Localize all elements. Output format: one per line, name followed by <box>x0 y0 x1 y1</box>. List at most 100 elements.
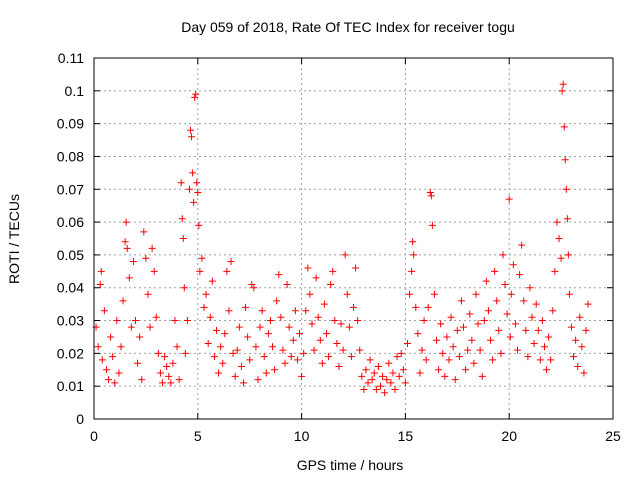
data-point <box>187 126 195 134</box>
data-point <box>437 320 445 328</box>
data-point <box>285 323 293 331</box>
data-point <box>206 313 214 321</box>
data-point <box>453 326 461 334</box>
chart-title: Day 059 of 2018, Rate Of TEC Index for r… <box>181 19 515 35</box>
x-tick-label: 10 <box>294 428 310 444</box>
data-point <box>383 376 391 384</box>
data-point <box>202 290 210 298</box>
data-point <box>169 359 177 367</box>
data-point <box>493 297 501 305</box>
data-point <box>409 238 417 246</box>
data-point <box>127 323 135 331</box>
data-points <box>92 80 592 397</box>
y-tick-label: 0.09 <box>57 116 84 132</box>
data-point <box>105 376 113 384</box>
data-point <box>111 379 119 387</box>
data-point <box>561 156 569 164</box>
data-point <box>401 379 409 387</box>
data-point <box>239 379 247 387</box>
data-point <box>107 333 115 341</box>
data-point <box>503 310 511 318</box>
data-point <box>266 317 274 325</box>
data-point <box>422 356 430 364</box>
data-point <box>227 257 235 265</box>
data-point <box>455 353 463 361</box>
x-tick-label: 15 <box>398 428 414 444</box>
data-point <box>225 307 233 315</box>
data-point <box>472 290 480 298</box>
data-point <box>491 267 499 275</box>
data-point <box>277 313 285 321</box>
data-point <box>242 303 250 311</box>
data-point <box>335 362 343 370</box>
data-point <box>180 284 188 292</box>
data-point <box>275 271 283 279</box>
data-point <box>511 320 519 328</box>
data-point <box>178 215 186 223</box>
data-point <box>532 300 540 308</box>
x-tick-label: 25 <box>605 428 621 444</box>
data-point <box>427 192 435 200</box>
data-point <box>540 343 548 351</box>
data-point <box>530 340 538 348</box>
data-point <box>189 169 197 177</box>
data-point <box>426 189 434 197</box>
data-point <box>113 317 121 325</box>
data-point <box>578 343 586 351</box>
data-point <box>524 353 532 361</box>
data-point <box>347 353 355 361</box>
data-point <box>570 353 578 361</box>
data-point <box>518 241 526 249</box>
data-point <box>509 261 517 269</box>
data-point <box>289 336 297 344</box>
x-tick-labels: 0 5 10 15 20 25 <box>90 428 621 444</box>
y-tick-label: 0.11 <box>58 50 84 66</box>
data-point <box>283 280 291 288</box>
data-point <box>333 340 341 348</box>
data-point <box>403 340 411 348</box>
data-point <box>451 376 459 384</box>
data-point <box>233 346 241 354</box>
data-point <box>499 251 507 259</box>
data-point <box>188 133 196 141</box>
data-point <box>549 307 557 315</box>
data-point <box>279 346 287 354</box>
data-point <box>287 353 295 361</box>
data-point <box>563 215 571 223</box>
data-point <box>163 362 171 370</box>
data-point <box>196 267 204 275</box>
data-point <box>308 320 316 328</box>
data-point <box>142 254 150 262</box>
data-point <box>433 336 441 344</box>
data-point <box>229 349 237 357</box>
data-point <box>117 343 125 351</box>
plot-frame <box>93 57 614 420</box>
data-point <box>420 317 428 325</box>
data-point <box>194 189 202 197</box>
data-point <box>557 254 565 262</box>
data-point <box>193 179 201 187</box>
data-point <box>558 87 566 95</box>
y-tick-label: 0.07 <box>57 181 84 197</box>
data-point <box>94 343 102 351</box>
data-point <box>306 290 314 298</box>
data-point <box>123 244 131 252</box>
data-point <box>399 366 407 374</box>
data-point <box>478 372 486 380</box>
data-point <box>522 326 530 334</box>
data-point <box>406 290 414 298</box>
data-point <box>150 267 158 275</box>
data-point <box>466 310 474 318</box>
data-point <box>159 379 167 387</box>
data-point <box>482 277 490 285</box>
data-point <box>115 369 123 377</box>
data-point <box>195 221 203 229</box>
data-point <box>323 330 331 338</box>
data-point <box>514 346 522 354</box>
y-axis-label: ROTI / TECUs <box>6 194 22 284</box>
y-tick-labels: 0 0.01 0.02 0.03 0.04 0.05 0.06 0.07 0.08 0.09 0.1… <box>57 50 84 427</box>
data-point <box>501 280 509 288</box>
data-point <box>495 326 503 334</box>
data-point <box>468 336 476 344</box>
data-point <box>354 317 362 325</box>
